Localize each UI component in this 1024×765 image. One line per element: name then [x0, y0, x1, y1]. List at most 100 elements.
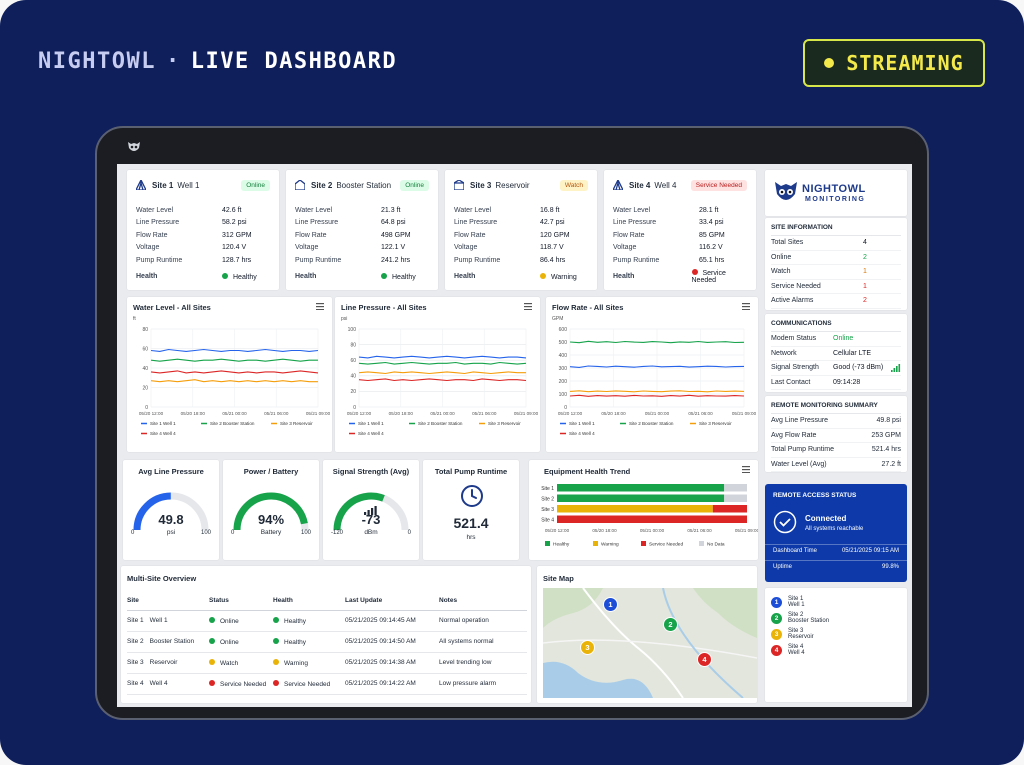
- signal-bars-icon: [374, 506, 377, 515]
- site-map[interactable]: 1 2 3 4: [542, 587, 758, 699]
- legend-label: Site 1 Well 1: [150, 421, 176, 426]
- pin-number: 3: [585, 643, 590, 652]
- site-subtitle: Booster Station: [336, 180, 392, 190]
- gauge-max: 100: [300, 530, 311, 536]
- menu-icon[interactable]: [524, 303, 532, 310]
- map-pin[interactable]: 2: [663, 617, 678, 632]
- info-row: Active Alarms 2: [771, 294, 901, 309]
- x-tick-label: 05/20 18:00: [389, 411, 414, 416]
- section-title: REMOTE ACCESS STATUS: [773, 492, 857, 499]
- info-label: Service Needed: [771, 282, 821, 290]
- metric-value: 64.8 psi: [381, 219, 406, 227]
- info-row: Signal Strength Good (-73 dBm): [771, 361, 901, 376]
- site-card[interactable]: Site 4 Well 4 Service Needed Water Level 28.…: [604, 170, 756, 290]
- signal-bars-icon: [364, 512, 367, 515]
- gauge-card: Power / Battery 94% Battery 0 100: [223, 460, 319, 560]
- site-card[interactable]: Site 1 Well 1 Online Water Level 42.6 ft Line…: [127, 170, 279, 290]
- table-row[interactable]: Site 4 Well 4 Service Needed Service Needed…: [127, 673, 527, 695]
- site-type-icon: [136, 180, 146, 190]
- menu-icon[interactable]: [742, 303, 750, 310]
- metric-value: 42.7 psi: [540, 219, 565, 227]
- x-tick-label: 05/20 18:00: [592, 528, 617, 533]
- info-row: Watch 1: [771, 265, 901, 280]
- y-tick-label: 40: [350, 374, 356, 380]
- y-tick-label: 200: [559, 379, 568, 385]
- health-dot-icon: [381, 272, 387, 279]
- equipment-health-chart: Equipment Health Trend Site 1 Site 2 Site …: [529, 460, 758, 560]
- column-header[interactable]: Notes: [439, 592, 527, 611]
- metric-label: Voltage: [613, 244, 637, 252]
- metric-value: 28.1 ft: [699, 206, 719, 214]
- info-value: 09:14:28: [833, 378, 861, 386]
- metric-row: Pump Runtime 86.4 hrs: [454, 254, 588, 267]
- legend-site-name: Site 1: [788, 596, 804, 602]
- health-label: Health: [295, 273, 317, 281]
- remote-monitoring-summary: REMOTE MONITORING SUMMARY Avg Line Press…: [765, 396, 907, 472]
- x-tick-label: 05/20 12:00: [545, 528, 570, 533]
- column-header[interactable]: Status: [209, 592, 273, 611]
- map-legend-item[interactable]: 2 Site 2 Booster Station: [771, 612, 901, 624]
- status-badge: Online: [400, 179, 429, 191]
- map-pin[interactable]: 4: [697, 652, 712, 667]
- info-label: Total Pump Runtime: [771, 446, 835, 454]
- x-tick-label: 05/20 12:00: [139, 411, 164, 416]
- y-tick-label: 300: [559, 366, 568, 372]
- axis-unit-label: GPM: [552, 316, 563, 322]
- site-cell: Site 4 Well 4: [127, 673, 209, 695]
- health-value: Service Needed: [691, 269, 748, 284]
- site-card[interactable]: Site 3 Reservoir Watch Water Level 16.8 ft Li…: [445, 170, 597, 290]
- dashboard-title: LIVE DASHBOARD: [190, 49, 398, 74]
- section-title: SITE INFORMATION: [771, 218, 901, 236]
- site-card[interactable]: Site 2 Booster Station Online Water Level 21…: [286, 170, 438, 290]
- status-cell: Watch: [209, 652, 273, 674]
- x-tick-label: 05/21 06:00: [687, 528, 712, 533]
- status-dot-icon: [209, 616, 215, 623]
- legend-swatch: [699, 541, 704, 546]
- brand-name: NIGHTOWL: [38, 49, 156, 74]
- metric-value: 86.4 hrs: [540, 256, 566, 264]
- health-bar-segment: [724, 494, 747, 502]
- column-header[interactable]: Site: [127, 592, 209, 611]
- map-legend-item[interactable]: 1 Site 1 Well 1: [771, 596, 901, 608]
- info-value: 2: [863, 253, 867, 261]
- map-legend-item[interactable]: 3 Site 3 Reservoir: [771, 628, 901, 640]
- dashboard-time: 05/21/2025 09:15 AM: [841, 548, 899, 554]
- chart-title: Flow Rate - All Sites: [552, 303, 624, 312]
- table-row[interactable]: Site 3 Reservoir Watch Warning 05/21/2025 09…: [127, 652, 527, 674]
- signal-bars-icon: [367, 510, 370, 515]
- y-tick-label: 20: [142, 385, 148, 391]
- logo-tagline: MONITORING: [805, 196, 866, 203]
- pin-number: 1: [608, 600, 613, 609]
- map-pin[interactable]: 1: [603, 597, 618, 612]
- map-pin[interactable]: 3: [580, 640, 595, 655]
- menu-icon[interactable]: [316, 303, 324, 310]
- metric-value: 241.2 hrs: [381, 256, 411, 264]
- gauge-min: -120: [331, 530, 344, 536]
- gauge-unit: Battery: [260, 529, 282, 536]
- column-header[interactable]: Last Update: [345, 592, 439, 611]
- x-tick-label: 05/21 00:00: [640, 528, 665, 533]
- info-row: Total Pump Runtime 521.4 hrs: [771, 443, 901, 458]
- site-name: Site 4: [629, 180, 651, 190]
- legend-site-name: Site 4: [788, 644, 804, 650]
- health-text: Healthy: [233, 273, 257, 281]
- menu-icon[interactable]: [742, 466, 750, 473]
- table-row[interactable]: Site 1 Well 1 Online Healthy 05/21/2025 09:1…: [127, 610, 527, 632]
- last-update-cell: 05/21/2025 09:14:45 AM: [345, 610, 439, 632]
- column-header[interactable]: Health: [273, 592, 345, 611]
- metric-value: 120 GPM: [540, 231, 570, 239]
- dashboard-screen: Site 1 Well 1 Online Water Level 42.6 ft Line…: [117, 164, 912, 707]
- pin-number: 1: [774, 598, 779, 606]
- map-legend-item[interactable]: 4 Site 4 Well 4: [771, 644, 901, 656]
- category-label: Site 3: [541, 507, 554, 513]
- x-tick-label: 05/20 18:00: [601, 411, 626, 416]
- series-line: [569, 390, 745, 393]
- table-row[interactable]: Site 2 Booster Station Online Healthy 05/21/…: [127, 631, 527, 653]
- metric-row: Line Pressure 58.2 psi: [136, 217, 270, 230]
- metric-value: 498 GPM: [381, 231, 411, 239]
- x-tick-label: 05/21 00:00: [222, 411, 247, 416]
- site-cell: Site 1 Well 1: [127, 610, 209, 632]
- metric-row: Water Level 21.3 ft: [295, 204, 429, 217]
- last-update-cell: 05/21/2025 09:14:38 AM: [345, 652, 439, 674]
- legend-text: Site 1 Well 1: [788, 596, 805, 608]
